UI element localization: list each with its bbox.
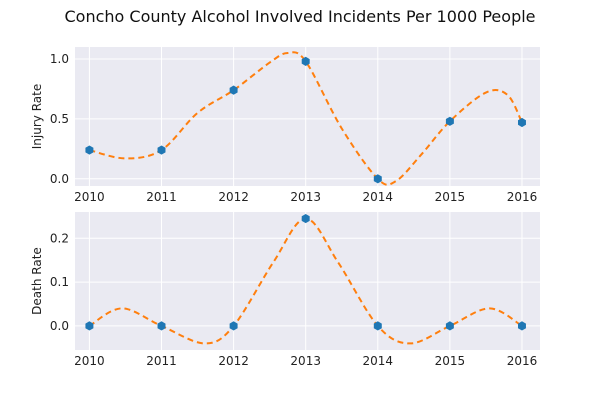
y-tick-label: 0.0 xyxy=(50,172,69,186)
data-point xyxy=(517,117,526,128)
data-point xyxy=(445,116,454,126)
data-point xyxy=(373,174,382,184)
chart-title: Concho County Alcohol Involved Incidents… xyxy=(64,7,535,26)
data-point xyxy=(301,213,310,224)
data-point xyxy=(517,321,526,331)
x-tick-label: 2015 xyxy=(435,190,466,204)
panel-2: 2010 2011 2012 2013 2014 2015 2016 0.0 0.1 0.2 Dea… xyxy=(30,212,540,368)
y-tick-label: 0.1 xyxy=(50,275,69,289)
x-tick-label: 2011 xyxy=(146,354,177,368)
x-tick-label: 2014 xyxy=(363,354,394,368)
fit-curve xyxy=(89,51,523,186)
data-point xyxy=(157,145,166,155)
x-tick-label: 2015 xyxy=(435,354,466,368)
data-point xyxy=(85,321,94,331)
plot-area xyxy=(75,212,540,350)
x-tick-label: 2013 xyxy=(290,354,321,368)
x-tick-label: 2016 xyxy=(507,354,538,368)
y-tick-label: 0.5 xyxy=(50,112,69,126)
x-tick-label: 2013 xyxy=(290,190,321,204)
x-tick-label: 2010 xyxy=(74,354,105,368)
x-tick-label: 2012 xyxy=(218,190,249,204)
data-point xyxy=(229,85,238,95)
data-point xyxy=(229,321,238,331)
plot-area xyxy=(75,47,540,186)
data-point xyxy=(445,321,454,331)
x-tick-label: 2010 xyxy=(74,190,105,204)
data-point xyxy=(301,56,310,66)
y-tick-label: 0.2 xyxy=(50,231,69,245)
y-axis-label: Injury Rate xyxy=(30,84,44,149)
x-tick-label: 2016 xyxy=(507,190,538,204)
data-point xyxy=(85,145,94,155)
y-axis-label: Death Rate xyxy=(30,247,44,315)
y-tick-label: 0.0 xyxy=(50,319,69,333)
panel-1: 2010 2011 2012 2013 2014 2015 2016 0.0 0.5 1.0 Inj… xyxy=(30,47,540,204)
panels: 2010 2011 2012 2013 2014 2015 2016 0.0 0.5 1.0 Inj… xyxy=(30,47,540,368)
x-tick-label: 2011 xyxy=(146,190,177,204)
y-tick-label: 1.0 xyxy=(50,52,69,66)
data-point xyxy=(373,321,382,331)
x-tick-label: 2014 xyxy=(363,190,394,204)
x-tick-label: 2012 xyxy=(218,354,249,368)
data-point xyxy=(157,321,166,331)
